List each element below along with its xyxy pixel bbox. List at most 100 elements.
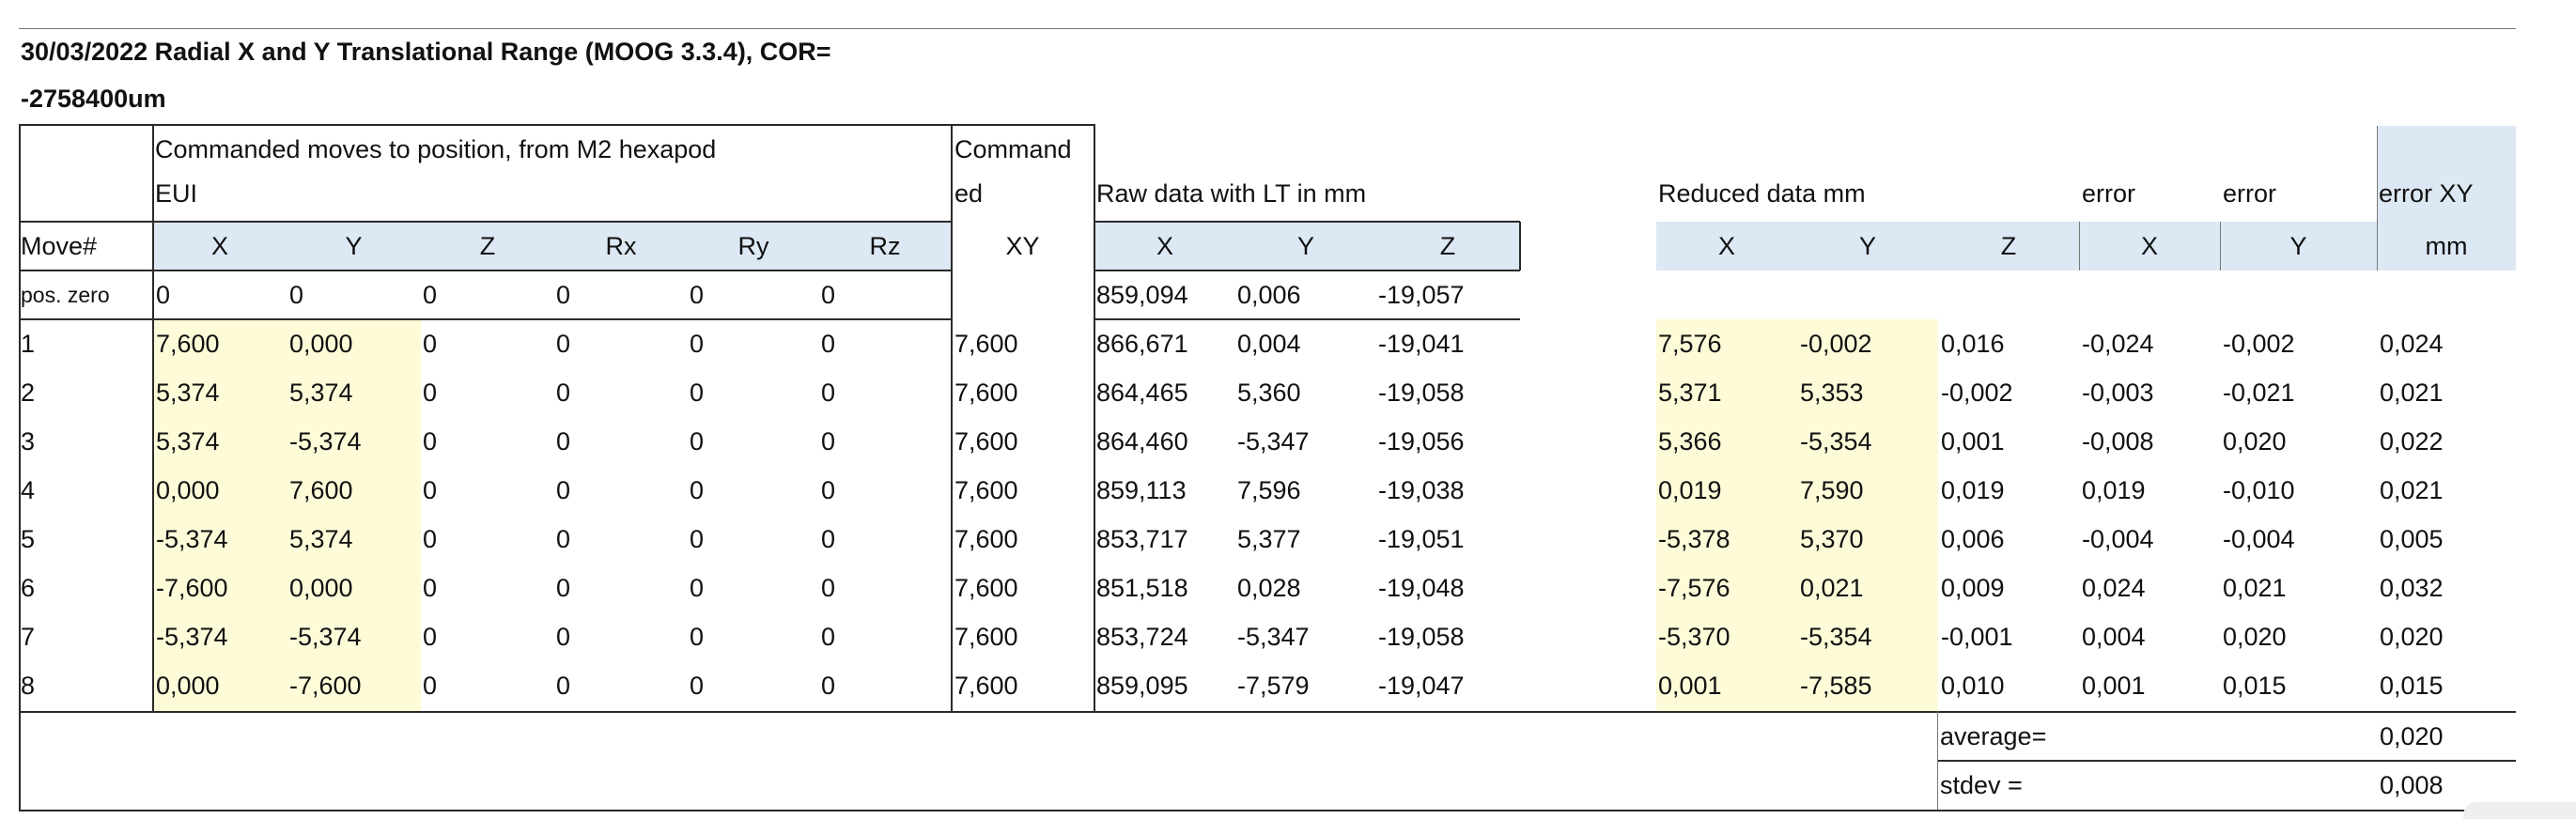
cell-cmd-ry: 0 <box>690 379 705 407</box>
cell-raw-z: -19,041 <box>1378 330 1465 358</box>
cell-move: 1 <box>21 330 36 358</box>
cell-raw-x: 853,724 <box>1096 623 1188 651</box>
rule-poszero-bottom <box>19 318 952 320</box>
cell-cmd-rx: 0 <box>556 525 571 553</box>
cell-cmd-z: 0 <box>423 574 438 602</box>
rule-table-bottom <box>19 711 2516 713</box>
cell-raw-z: -19,058 <box>1378 379 1465 407</box>
cell-reduced-x: -5,378 <box>1658 525 1730 553</box>
poszero-rx: 859,094 <box>1096 281 1188 309</box>
cell-move: 2 <box>21 379 36 407</box>
cell-reduced-y: -5,354 <box>1800 623 1872 651</box>
cell-reduced-x: 0,001 <box>1658 672 1722 700</box>
cell-cmd-y: 5,374 <box>289 379 353 407</box>
cell-reduced-y: -5,354 <box>1800 427 1872 456</box>
cell-raw-y: 0,004 <box>1237 330 1301 358</box>
cell-cmd-xy: 7,600 <box>954 476 1018 504</box>
cell-cmd-z: 0 <box>423 379 438 407</box>
cell-reduced-x: 0,019 <box>1658 476 1722 504</box>
cell-cmd-x: -7,600 <box>156 574 228 602</box>
header-raw-z: Z <box>1439 232 1456 260</box>
cell-raw-x: 853,717 <box>1096 525 1188 553</box>
cell-cmd-rz: 0 <box>821 379 836 407</box>
cell-cmd-z: 0 <box>423 672 438 700</box>
cell-error-x: -0,024 <box>2082 330 2154 358</box>
cell-reduced-y: 7,590 <box>1800 476 1864 504</box>
cell-raw-z: -19,058 <box>1378 623 1465 651</box>
cell-raw-y: -5,347 <box>1237 427 1310 456</box>
cell-cmd-rz: 0 <box>821 574 836 602</box>
header-cmd-ry: Ry <box>737 232 769 260</box>
cell-cmd-rz: 0 <box>821 525 836 553</box>
cell-cmd-rx: 0 <box>556 476 571 504</box>
header-cmd-x: X <box>210 232 228 260</box>
cell-cmd-xy: 7,600 <box>954 672 1018 700</box>
section-cmdxy-line-2: ed <box>954 179 984 208</box>
header-move: Move# <box>21 232 98 260</box>
rule-headers-raw-bottom <box>1094 270 1520 271</box>
cell-move: 4 <box>21 476 36 504</box>
col-errxy-left <box>2377 126 2378 270</box>
header-raw-y: Y <box>1296 232 1314 260</box>
cell-raw-z: -19,038 <box>1378 476 1465 504</box>
cell-raw-z: -19,048 <box>1378 574 1465 602</box>
cell-cmd-z: 0 <box>423 476 438 504</box>
cell-cmd-x: 7,600 <box>156 330 220 358</box>
cell-move: 7 <box>21 623 36 651</box>
rule-headers-top <box>19 221 952 223</box>
average-value: 0,020 <box>2380 722 2444 750</box>
cell-reduced-z: -0,002 <box>1941 379 2013 407</box>
cell-reduced-x: 5,366 <box>1658 427 1722 456</box>
cell-raw-x: 866,671 <box>1096 330 1188 358</box>
header-error-xy: mm <box>2425 232 2468 260</box>
title-line-1: 30/03/2022 Radial X and Y Translational … <box>21 38 831 66</box>
cell-cmd-ry: 0 <box>690 574 705 602</box>
cell-error-xy: 0,024 <box>2380 330 2444 358</box>
cell-raw-z: -19,047 <box>1378 672 1465 700</box>
cell-raw-x: 859,113 <box>1096 476 1187 504</box>
col-reduced-right <box>1937 711 1938 810</box>
cell-cmd-rx: 0 <box>556 623 571 651</box>
cell-error-x: 0,004 <box>2082 623 2146 651</box>
section-error-xy-title: error XY <box>2379 179 2474 208</box>
cell-reduced-z: -0,001 <box>1941 623 2013 651</box>
col-erry-left <box>2220 222 2221 270</box>
header-reduced-y: Y <box>1858 232 1876 260</box>
section-raw-title: Raw data with LT in mm <box>1096 179 1367 208</box>
header-fill-reduced <box>1656 222 2516 270</box>
cell-raw-y: -7,579 <box>1237 672 1310 700</box>
cell-reduced-z: 0,006 <box>1941 525 2005 553</box>
cell-cmd-rx: 0 <box>556 427 571 456</box>
cell-cmd-z: 0 <box>423 330 438 358</box>
poszero-crx: 0 <box>556 281 571 309</box>
cell-cmd-xy: 7,600 <box>954 525 1018 553</box>
cell-cmd-x: 5,374 <box>156 427 220 456</box>
cell-error-x: 0,019 <box>2082 476 2146 504</box>
poszero-label: pos. zero <box>21 283 110 307</box>
header-fill-commanded <box>153 222 952 270</box>
col-cmdxy-left <box>951 124 953 712</box>
cell-move: 5 <box>21 525 36 553</box>
section-commanded-line-2: EUI <box>155 179 198 208</box>
cell-reduced-y: 5,353 <box>1800 379 1864 407</box>
section-commanded-line-1: Commanded moves to position, from M2 hex… <box>155 135 717 163</box>
cell-raw-x: 864,465 <box>1096 379 1188 407</box>
cell-error-xy: 0,022 <box>2380 427 2444 456</box>
header-cmd-z: Z <box>479 232 496 260</box>
stdev-value: 0,008 <box>2380 771 2444 799</box>
scrollbar-corner[interactable] <box>2463 802 2576 819</box>
cell-reduced-x: 5,371 <box>1658 379 1722 407</box>
cell-cmd-z: 0 <box>423 427 438 456</box>
title-line-2: -2758400um <box>21 85 166 113</box>
cell-cmd-y: 7,600 <box>289 476 353 504</box>
cell-reduced-z: 0,010 <box>1941 672 2005 700</box>
header-error-y: Y <box>2289 232 2307 260</box>
col-raw-left <box>1094 124 1095 712</box>
cell-error-xy: 0,032 <box>2380 574 2444 602</box>
header-fill-raw <box>1094 222 1519 270</box>
header-cmd-rz: Rz <box>869 232 901 260</box>
cell-cmd-rz: 0 <box>821 330 836 358</box>
cell-cmd-x: 0,000 <box>156 476 220 504</box>
cell-cmd-rx: 0 <box>556 574 571 602</box>
cell-reduced-x: 7,576 <box>1658 330 1722 358</box>
